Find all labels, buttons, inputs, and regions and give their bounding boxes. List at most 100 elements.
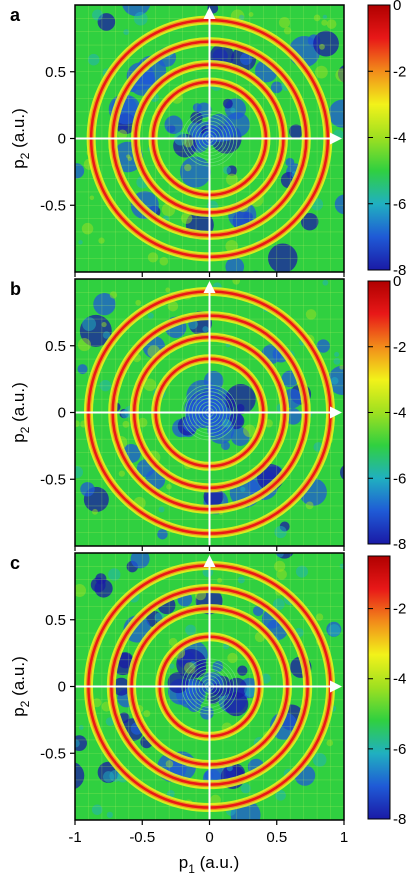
speckle (237, 576, 245, 584)
panel-b: 0.5 0 -0.5 b p2 (a.u.) 0 -2 -4 -6 -8 (9, 273, 406, 553)
low-intensity-region (268, 243, 298, 272)
panel-label: b (10, 279, 21, 299)
speckle (75, 739, 80, 748)
low-intensity-region (225, 112, 250, 137)
speckle (167, 300, 179, 312)
colorbar-tick-label: -8 (393, 262, 406, 279)
x-tick-label: -0.5 (129, 829, 155, 846)
y-tick-label: 0.5 (45, 612, 66, 629)
axis-arrows (75, 555, 342, 820)
speckle (202, 326, 209, 333)
y-tick-label: 0.5 (45, 64, 66, 81)
low-intensity-region (93, 292, 116, 316)
speckle (109, 769, 122, 782)
x-axis-label-sub: 1 (188, 862, 195, 876)
speckle (123, 29, 130, 35)
panel-c: -1 -0.5 0 0.5 1 0.5 0 -0.5 c p2 (a.u.) -2 -4 -6 -8 (9, 552, 406, 849)
y-axis-label: p2 (a.u.) (9, 382, 32, 443)
y-tick-label: -0.5 (40, 745, 66, 762)
speckle (315, 613, 324, 621)
speckle (137, 417, 148, 428)
speckle (158, 506, 165, 513)
low-intensity-region (164, 115, 183, 135)
y-tick-label: -0.5 (40, 471, 66, 488)
p1-arrowhead (330, 132, 342, 145)
colorbar-c: -2 -4 -6 -8 (367, 555, 406, 828)
low-intensity-region (94, 579, 113, 598)
low-intensity-region (239, 52, 253, 66)
low-intensity-region (339, 465, 344, 480)
speckle (81, 222, 94, 235)
speckle (92, 698, 102, 708)
speckle (217, 577, 223, 583)
low-intensity-region (212, 661, 224, 672)
speckle (92, 508, 98, 515)
low-intensity-region (222, 98, 233, 109)
colorbar-tick-label: -2 (393, 601, 406, 618)
speckle (77, 338, 91, 352)
colorbar-tick-label: -4 (393, 405, 406, 422)
low-intensity-region (157, 528, 168, 540)
speckle (222, 166, 232, 175)
speckle (295, 565, 308, 578)
colorbar-tick-label: 0 (393, 273, 401, 290)
x-axis-label: p1 (a.u.) (179, 853, 240, 876)
speckle (240, 486, 246, 492)
low-intensity-region (285, 157, 295, 167)
speckle (243, 424, 256, 438)
speckle (165, 287, 171, 293)
colorbar-tick-label: -8 (393, 536, 406, 553)
colorbar-bar (367, 555, 391, 820)
speckle (87, 53, 100, 66)
speckle (147, 312, 154, 319)
axis-arrows (75, 7, 342, 272)
low-intensity-region (179, 156, 211, 188)
low-intensity-region (75, 762, 85, 790)
speckle (185, 624, 197, 636)
speckle (278, 16, 291, 29)
speckle (305, 309, 317, 320)
low-intensity-region (289, 124, 304, 139)
speckle (91, 804, 103, 816)
speckle (276, 553, 284, 558)
colorbar-tick-label: -6 (393, 470, 406, 487)
y-tick-label: -0.5 (40, 197, 66, 214)
low-intensity-region (226, 677, 247, 699)
low-intensity-region (343, 474, 344, 479)
colorbar-tick-label: -4 (393, 671, 406, 688)
low-intensity-region (334, 194, 344, 215)
speckle (335, 68, 344, 82)
speckle (244, 684, 257, 697)
speckle (89, 195, 95, 201)
speckle (169, 663, 175, 669)
speckle (168, 637, 178, 647)
low-intensity-region (207, 416, 228, 437)
low-intensity-region (175, 837, 187, 849)
speckle (166, 484, 172, 490)
panel-a: 0.5 0 -0.5 a p2 (a.u.) 0 -2 -4 -6 -8 (9, 0, 406, 279)
speckle (313, 14, 321, 22)
speckle (102, 331, 111, 339)
low-intensity-region (316, 339, 330, 353)
colorbar-tick-label: -6 (393, 196, 406, 213)
low-intensity-region (350, 456, 366, 472)
speckle (225, 239, 239, 253)
speckle (240, 783, 251, 794)
speckle (109, 291, 118, 299)
speckle (283, 26, 292, 35)
speckle (326, 739, 334, 747)
speckle (108, 568, 121, 581)
low-intensity-region (75, 163, 85, 179)
speckle (165, 760, 174, 768)
speckle (118, 470, 125, 477)
y-axis-label: p2 (a.u.) (9, 108, 32, 169)
colorbar-tick-label: -4 (393, 130, 406, 147)
speckle (312, 753, 327, 767)
speckle (274, 525, 287, 539)
x-axis-label-unit: (a.u.) (195, 853, 239, 872)
speckle (133, 11, 148, 26)
speckle (147, 252, 159, 263)
speckle (106, 811, 113, 818)
colorbar-tick-label: -8 (393, 811, 406, 828)
